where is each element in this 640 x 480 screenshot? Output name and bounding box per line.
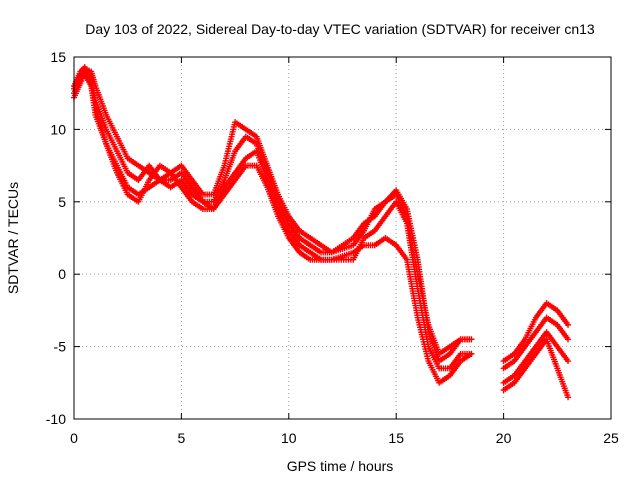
series-track-6: [500, 314, 572, 372]
data-point: [468, 336, 475, 343]
series-track-3: [71, 71, 475, 372]
y-tick-label: 0: [58, 266, 66, 282]
y-tick-label: 15: [50, 49, 66, 65]
data-points: [71, 64, 572, 401]
series-track-2: [71, 64, 475, 365]
x-axis-label: GPS time / hours: [287, 458, 394, 474]
series-track-5: [500, 300, 572, 365]
x-tick-label: 5: [178, 430, 186, 446]
y-tick-label: 10: [50, 121, 66, 137]
x-tick-label: 0: [70, 430, 78, 446]
data-point: [565, 321, 572, 328]
y-axis-label: SDTVAR / TECUs: [5, 182, 21, 294]
chart-title: Day 103 of 2022, Sidereal Day-to-day VTE…: [85, 21, 595, 37]
y-tick-label: -10: [46, 411, 66, 427]
series-track-8: [500, 336, 572, 401]
data-point: [468, 350, 475, 357]
x-tick-label: 15: [388, 430, 404, 446]
series-track-4: [71, 67, 475, 386]
data-point: [565, 394, 572, 401]
series-track-7: [500, 329, 572, 386]
y-tick-label: 5: [58, 194, 66, 210]
plot-frame: [73, 56, 612, 420]
x-tick-label: 20: [496, 430, 512, 446]
y-tick-label: -5: [54, 339, 67, 355]
data-point: [565, 358, 572, 365]
data-point: [565, 336, 572, 343]
axis-ticks: 0 5 10 15 20 25 -10 -5 0 5 10 15: [46, 49, 619, 446]
x-tick-label: 25: [603, 430, 619, 446]
x-tick-label: 10: [281, 430, 297, 446]
